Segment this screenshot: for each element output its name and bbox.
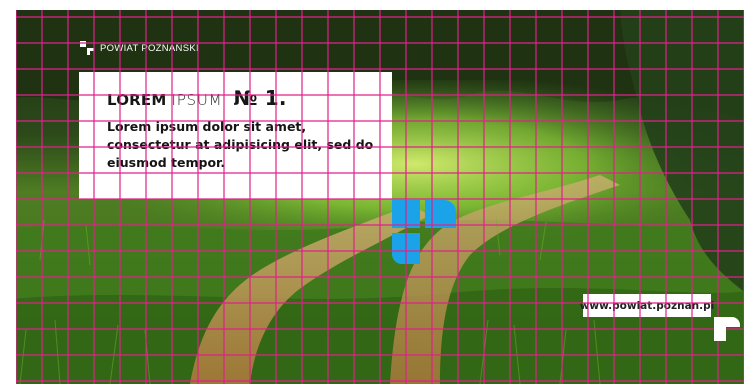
headline: LOREM IPSUM № 1. <box>107 86 287 110</box>
blue-p-shape-icon <box>392 200 456 264</box>
corner-p-mark-icon <box>714 317 740 341</box>
headline-word-ipsum: IPSUM <box>171 91 223 109</box>
brand: POWIAT POZNAŃSKI <box>80 41 199 55</box>
headline-word-lorem: LOREM <box>107 91 167 109</box>
website-url[interactable]: www.powiat.poznan.pl <box>579 299 715 312</box>
body-text: Lorem ipsum dolor sit amet, consectetur … <box>107 119 374 170</box>
headline-number: № 1. <box>233 86 287 110</box>
powiat-logo-icon <box>80 41 94 55</box>
brand-name: POWIAT POZNAŃSKI <box>100 42 199 54</box>
url-box[interactable]: www.powiat.poznan.pl <box>580 294 714 317</box>
headline-box <box>79 72 392 199</box>
